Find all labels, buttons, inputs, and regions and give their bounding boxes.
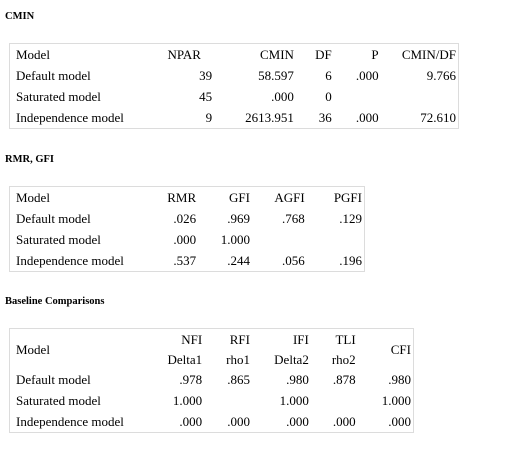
table-row: Saturated model 1.000 1.000 1.000 [10,390,414,411]
table-cell: .000 [173,232,197,247]
table-cell: 1.000 [381,393,411,408]
column-header: IFI [292,331,309,347]
table-row: Default model .026 .969 .768 .129 [10,208,365,229]
table-cell: .196 [339,253,362,268]
table-cell: .980 [388,372,411,387]
table-cell: .000 [388,414,411,429]
table-row: Independence model .000 .000 .000 .000 .… [10,411,414,433]
table-cell: 39 [199,68,213,83]
column-header: TLI [335,331,356,347]
table-row: Saturated model 45 .000 0 [10,86,459,107]
table-cell: 58.597 [258,68,294,83]
column-header: RFI [229,331,250,347]
column-header: P [371,47,379,62]
table-cell: .000 [355,68,379,83]
table-cell: 9 [205,110,213,125]
rmr-gfi-section-title: RMR, GFI [5,154,54,165]
column-header: CMIN [259,47,294,62]
table-cell: 36 [318,110,332,125]
table-cell [250,229,305,250]
column-header: Model [16,47,50,62]
table-cell: .000 [355,110,379,125]
table-row: Default model 39 58.597 6 .000 9.766 [10,65,459,86]
table-cell: .244 [227,253,250,268]
table-cell [202,390,250,411]
row-label: Default model [16,68,91,83]
table-row: Independence model 9 2613.951 36 .000 72… [10,107,459,129]
table-cell: 1.000 [279,393,309,408]
row-label: Default model [16,372,91,387]
column-header: GFI [228,190,250,205]
table-cell: 72.610 [420,110,456,125]
cmin-section-title: CMIN [5,11,35,22]
table-cell: 2613.951 [245,110,294,125]
table-row: Saturated model .000 1.000 [10,229,365,250]
row-label: Saturated model [16,232,101,247]
column-header: CMIN/DF [401,47,456,62]
table-cell: .129 [339,211,362,226]
column-subheader: rho1 [226,351,250,367]
column-header: DF [315,47,332,62]
table-cell: 1.000 [220,232,250,247]
row-label: Independence model [16,414,124,429]
cmin-table: Model NPAR CMIN DF P CMIN/DF Default mod… [9,43,459,129]
table-cell: 0 [325,89,332,104]
table-cell: .537 [173,253,197,268]
table-cell: 9.766 [426,68,456,83]
row-label: Default model [16,211,91,226]
table-header-row: Model RMR GFI AGFI PGFI [10,187,365,209]
column-header: PGFI [333,190,362,205]
column-header: Model [16,341,50,357]
table-cell: .000 [179,414,203,429]
column-header: AGFI [274,190,305,205]
table-cell: .978 [179,372,203,387]
table-row: Independence model .537 .244 .056 .196 [10,250,365,272]
column-header: NFI [181,331,203,347]
table-cell: .000 [332,414,356,429]
column-header: RMR [167,190,197,205]
row-label: Independence model [16,110,124,125]
table-cell: 6 [325,68,332,83]
table-cell: .878 [332,372,356,387]
table-header-row: Delta1 rho1 Delta2 rho2 [10,349,414,369]
table-cell: .056 [281,253,305,268]
table-cell [379,86,459,107]
table-cell: .000 [271,89,294,104]
table-header-row: Model NFI RFI IFI TLI CFI [10,329,414,357]
column-subheader: rho2 [331,351,356,367]
column-subheader: Delta2 [274,351,309,367]
table-cell: .000 [227,414,250,429]
table-cell: .980 [286,372,309,387]
table-cell: .000 [286,414,309,429]
table-row: Default model .978 .865 .980 .878 .980 [10,369,414,390]
table-cell: .768 [281,211,305,226]
table-header-row: Model NPAR CMIN DF P CMIN/DF [10,44,459,66]
table-cell: .865 [227,372,250,387]
table-cell: .026 [173,211,197,226]
table-cell [309,390,356,411]
baseline-section-title: Baseline Comparisons [5,296,105,307]
table-cell [332,86,379,107]
table-cell: 45 [199,89,213,104]
column-header: Model [16,190,50,205]
rmr-gfi-table: Model RMR GFI AGFI PGFI Default model .0… [9,186,365,272]
column-header: CFI [390,341,411,357]
row-label: Independence model [16,253,124,268]
baseline-table: Model NFI RFI IFI TLI CFI Delta1 rho1 De… [9,328,414,433]
table-cell: 1.000 [172,393,203,408]
table-cell: .969 [227,211,250,226]
row-label: Saturated model [16,393,101,408]
column-subheader: Delta1 [167,351,203,367]
row-label: Saturated model [16,89,101,104]
table-cell [305,229,365,250]
column-header: NPAR [167,47,201,62]
